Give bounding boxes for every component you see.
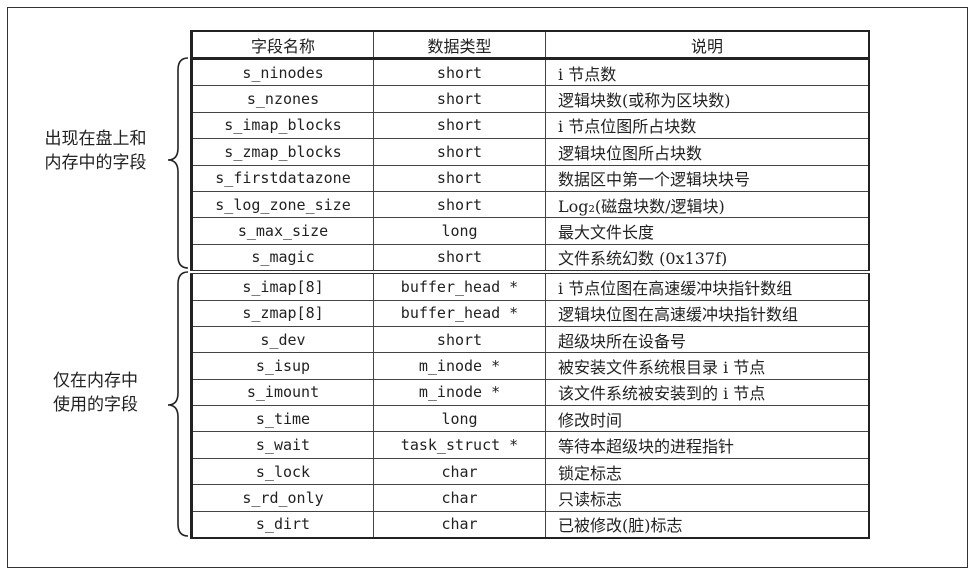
cell-description: 该文件系统被安装到的 i 节点 [545, 378, 870, 407]
table-header-row: 字段名称 数据类型 说明 [191, 30, 870, 60]
table-row: s_zmap[8] buffer_head * 逻辑块位图在高速缓冲块指针数组 [191, 299, 870, 327]
cell-description: i 节点位图所占块数 [545, 111, 870, 140]
cell-data-type: long [373, 217, 546, 245]
cell-field-name: s_nzones [191, 85, 374, 113]
cell-data-type: short [373, 243, 546, 275]
cell-data-type: char [373, 457, 546, 486]
cell-description: 锁定标志 [545, 457, 870, 486]
table-row: s_firstdatazone short 数据区中第一个逻辑块块号 [191, 164, 870, 192]
cell-description: 只读标志 [545, 484, 870, 512]
cell-description: 被安装文件系统根目录 i 节点 [545, 352, 870, 380]
cell-data-type: short [373, 325, 546, 354]
cell-data-type: short [373, 190, 546, 219]
cell-data-type: short [373, 85, 546, 113]
header-field-name: 字段名称 [191, 30, 374, 60]
cell-description: i 节点数 [545, 57, 870, 87]
cell-field-name: s_zmap_blocks [191, 138, 374, 166]
header-description: 说明 [545, 30, 870, 60]
table-row: s_wait task_struct * 等待本超级块的进程指针 [191, 431, 870, 459]
cell-description: Log₂(磁盘块数/逻辑块) [545, 190, 870, 219]
figure-frame [7, 7, 968, 568]
cell-data-type: char [373, 484, 546, 512]
cell-field-name: s_imount [191, 378, 374, 407]
cell-data-type: short [373, 57, 546, 87]
cell-field-name: s_imap[8] [191, 271, 374, 301]
cell-description: 已被修改(脏)标志 [545, 510, 870, 539]
cell-field-name: s_dev [191, 325, 374, 354]
cell-data-type: short [373, 111, 546, 140]
table-row: s_isup m_inode * 被安装文件系统根目录 i 节点 [191, 352, 870, 380]
cell-description: 等待本超级块的进程指针 [545, 431, 870, 459]
cell-description: 逻辑块数(或称为区块数) [545, 85, 870, 113]
cell-data-type: buffer_head * [373, 271, 546, 301]
table-row: s_max_size long 最大文件长度 [191, 217, 870, 245]
header-data-type: 数据类型 [373, 30, 546, 60]
group-label-memory-only: 仅在内存中 使用的字段 [53, 371, 138, 415]
cell-field-name: s_log_zone_size [191, 190, 374, 219]
brace-disk-and-memory [167, 57, 189, 269]
group-label-disk-and-memory: 出现在盘上和 内存中的字段 [44, 129, 147, 173]
group-braces [167, 57, 189, 537]
cell-data-type: m_inode * [373, 378, 546, 407]
table-row: s_dev short 超级块所在设备号 [191, 325, 870, 354]
cell-field-name: s_ninodes [191, 57, 374, 87]
cell-data-type: short [373, 164, 546, 192]
cell-field-name: s_imap_blocks [191, 111, 374, 140]
cell-description: 数据区中第一个逻辑块块号 [545, 164, 870, 192]
cell-field-name: s_magic [191, 243, 374, 275]
cell-description: 文件系统幻数 (0x137f) [545, 243, 870, 275]
cell-data-type: long [373, 405, 546, 433]
cell-field-name: s_firstdatazone [191, 164, 374, 192]
cell-description: i 节点位图在高速缓冲块指针数组 [545, 271, 870, 301]
table-row: s_imap_blocks short i 节点位图所占块数 [191, 111, 870, 140]
cell-data-type: char [373, 510, 546, 539]
super-block-fields-table: 字段名称 数据类型 说明 s_ninodes short i 节点数 s_nzones… [190, 30, 870, 540]
table-row: s_ninodes short i 节点数 [191, 57, 870, 87]
table-row: s_imount m_inode * 该文件系统被安装到的 i 节点 [191, 378, 870, 407]
cell-description: 最大文件长度 [545, 217, 870, 245]
table-row: s_zmap_blocks short 逻辑块位图所占块数 [191, 138, 870, 166]
cell-field-name: s_zmap[8] [191, 299, 374, 327]
cell-description: 超级块所在设备号 [545, 325, 870, 354]
table-row: s_rd_only char 只读标志 [191, 484, 870, 512]
table-row: s_nzones short 逻辑块数(或称为区块数) [191, 85, 870, 113]
cell-data-type: task_struct * [373, 431, 546, 459]
cell-field-name: s_max_size [191, 217, 374, 245]
cell-field-name: s_dirt [191, 510, 374, 539]
table-row: s_imap[8] buffer_head * i 节点位图在高速缓冲块指针数组 [191, 271, 870, 301]
cell-data-type: m_inode * [373, 352, 546, 380]
cell-description: 逻辑块位图在高速缓冲块指针数组 [545, 299, 870, 327]
cell-field-name: s_rd_only [191, 484, 374, 512]
cell-data-type: buffer_head * [373, 299, 546, 327]
table-row: s_time long 修改时间 [191, 405, 870, 433]
cell-field-name: s_wait [191, 431, 374, 459]
cell-field-name: s_lock [191, 457, 374, 486]
table-row: s_dirt char 已被修改(脏)标志 [191, 510, 870, 539]
cell-description: 逻辑块位图所占块数 [545, 138, 870, 166]
table-row: s_log_zone_size short Log₂(磁盘块数/逻辑块) [191, 190, 870, 219]
cell-field-name: s_isup [191, 352, 374, 380]
brace-memory-only [167, 271, 189, 537]
table-row: s_lock char 锁定标志 [191, 457, 870, 486]
table-row: s_magic short 文件系统幻数 (0x137f) [191, 243, 870, 275]
cell-field-name: s_time [191, 405, 374, 433]
cell-data-type: short [373, 138, 546, 166]
cell-description: 修改时间 [545, 405, 870, 433]
